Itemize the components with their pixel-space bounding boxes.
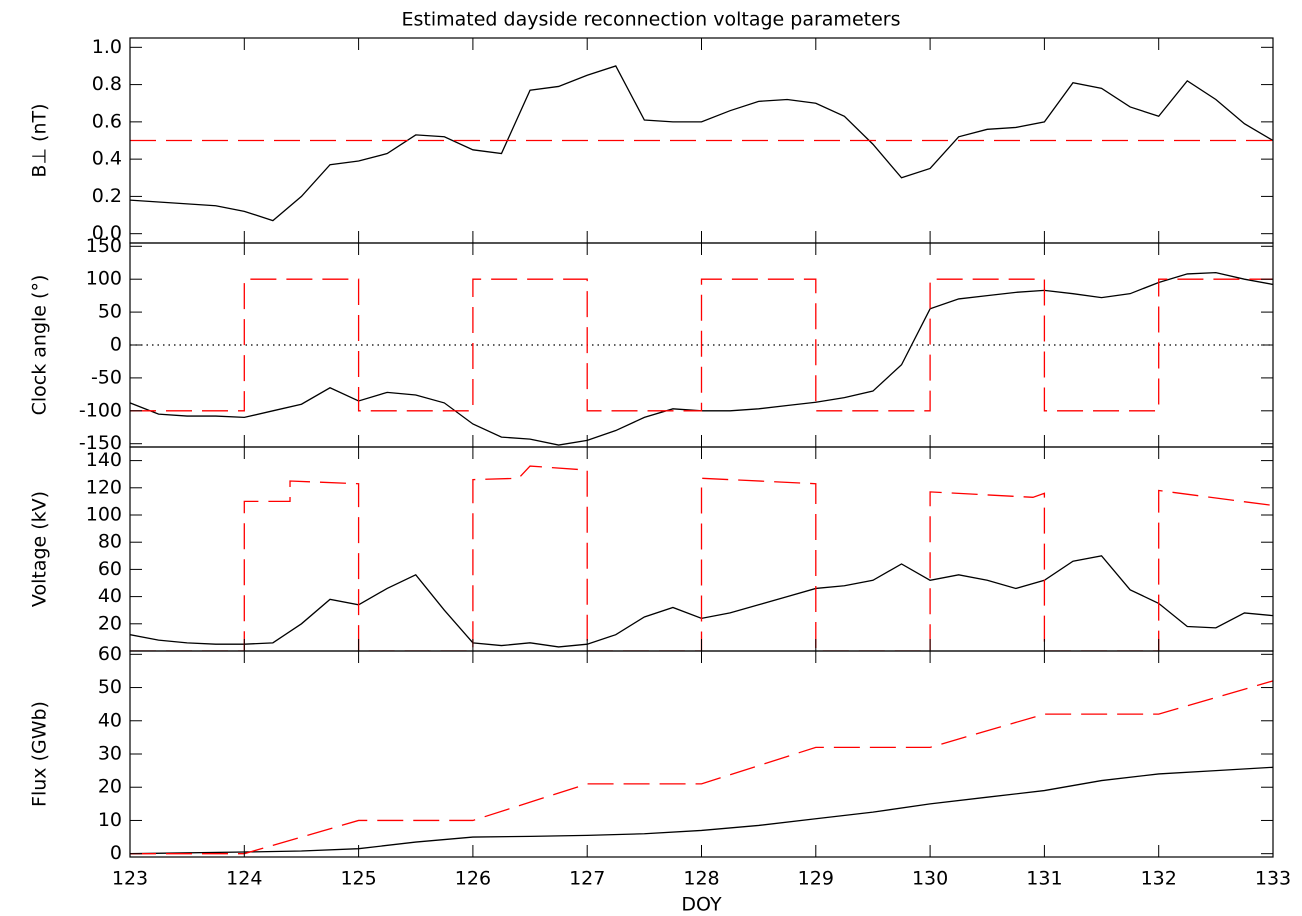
x-tick-label: 132 xyxy=(1141,868,1177,890)
plot-area xyxy=(130,680,1273,855)
y-tick-label: 0.0 xyxy=(92,222,122,244)
y-axis-label: Flux (GWb) xyxy=(29,701,51,807)
chart-title: Estimated dayside reconnection voltage p… xyxy=(402,9,901,31)
y-tick-label: 0 xyxy=(110,334,122,356)
y-tick-label: 40 xyxy=(98,709,122,731)
x-tick-label: 133 xyxy=(1255,868,1291,890)
y-axis-label: Clock angle (°) xyxy=(29,275,51,416)
y-tick-label: 0 xyxy=(110,842,122,864)
x-tick-label: 128 xyxy=(683,868,719,890)
y-tick-label: 140 xyxy=(86,449,122,471)
y-tick-label: 1.0 xyxy=(92,36,122,58)
y-tick-label: -100 xyxy=(79,399,122,421)
y-tick-label: 60 xyxy=(98,558,122,580)
series-line xyxy=(130,680,1273,855)
y-tick-label: 120 xyxy=(86,476,122,498)
y-tick-label: 20 xyxy=(98,612,122,634)
y-tick-label: 50 xyxy=(98,676,122,698)
x-tick-label: 129 xyxy=(798,868,834,890)
panel-frame xyxy=(129,37,1274,244)
y-tick-label: 0.4 xyxy=(92,148,122,170)
y-tick-label: 40 xyxy=(98,585,122,607)
x-tick-label: 126 xyxy=(455,868,491,890)
series-line xyxy=(130,278,1273,412)
y-tick-label: 0.8 xyxy=(92,73,122,95)
x-axis-label: DOY xyxy=(681,894,722,916)
y-tick-label: 100 xyxy=(86,268,122,290)
plot-area xyxy=(130,271,1273,446)
y-tick-label: 0.6 xyxy=(92,110,122,132)
y-tick-label: 20 xyxy=(98,776,122,798)
y-axis-label: B⊥ (nT) xyxy=(29,103,51,177)
series-line xyxy=(130,65,1273,222)
plot-area xyxy=(130,65,1273,222)
panel-frame xyxy=(129,650,1274,858)
series-line xyxy=(130,465,1273,651)
y-tick-label: 0.2 xyxy=(92,185,122,207)
series-line xyxy=(130,766,1273,855)
x-tick-label: 127 xyxy=(569,868,605,890)
x-tick-label: 123 xyxy=(112,868,148,890)
x-tick-label: 125 xyxy=(340,868,376,890)
plot-area xyxy=(130,465,1273,651)
x-tick-label: 131 xyxy=(1026,868,1062,890)
y-tick-label: -50 xyxy=(91,366,122,388)
y-tick-label: 30 xyxy=(98,743,122,765)
y-tick-label: 50 xyxy=(98,301,122,323)
y-tick-label: 150 xyxy=(86,235,122,257)
y-tick-label: 80 xyxy=(98,531,122,553)
y-tick-label: 10 xyxy=(98,809,122,831)
y-tick-label: -150 xyxy=(79,432,122,454)
y-tick-label: 60 xyxy=(98,643,122,665)
x-tick-label: 130 xyxy=(912,868,948,890)
y-axis-label: Voltage (kV) xyxy=(29,491,51,607)
x-tick-label: 124 xyxy=(226,868,262,890)
y-tick-label: 100 xyxy=(86,504,122,526)
